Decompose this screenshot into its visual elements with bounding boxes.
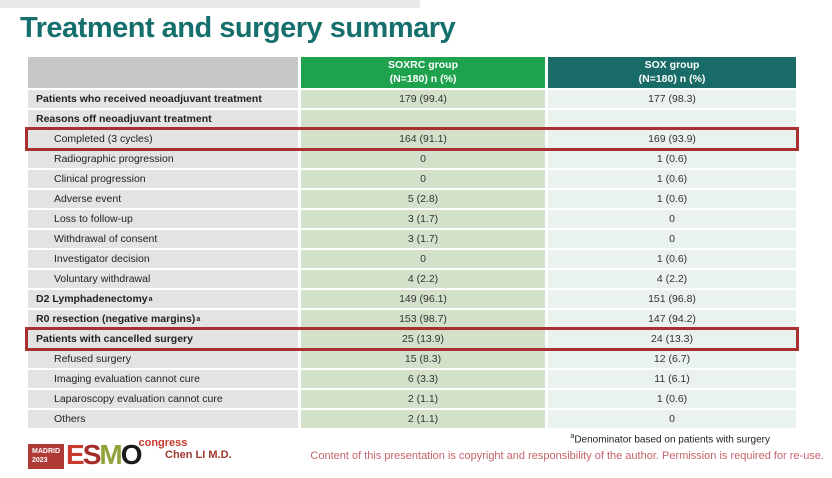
- cell-sox: 147 (94.2): [548, 310, 796, 328]
- cell-soxrc: 0: [301, 170, 545, 188]
- row-label: Patients with cancelled surgery: [28, 330, 298, 348]
- cell-soxrc: 2 (1.1): [301, 390, 545, 408]
- cell-sox: 12 (6.7): [548, 350, 796, 368]
- footnote-sup: a: [570, 433, 575, 440]
- cell-soxrc: 179 (99.4): [301, 90, 545, 108]
- header-blank-cell: [28, 57, 298, 88]
- table-row: Investigator decision 0 1 (0.6): [28, 250, 796, 268]
- header-sox-line1: SOX group: [644, 58, 700, 71]
- cell-sox: 4 (2.2): [548, 270, 796, 288]
- table-row: Imaging evaluation cannot cure 6 (3.3) 1…: [28, 370, 796, 388]
- row-label: R0 resection (negative margins) a: [28, 310, 298, 328]
- top-strip: [0, 0, 420, 8]
- cell-sox: 151 (96.8): [548, 290, 796, 308]
- table-row: Patients with cancelled surgery 25 (13.9…: [25, 327, 799, 351]
- table-row: Adverse event 5 (2.8) 1 (0.6): [28, 190, 796, 208]
- cell-sox: 1 (0.6): [548, 390, 796, 408]
- table-row: Others 2 (1.1) 0: [28, 410, 796, 428]
- row-label: Laparoscopy evaluation cannot cure: [28, 390, 298, 408]
- cell-soxrc: 15 (8.3): [301, 350, 545, 368]
- cell-soxrc: [301, 110, 545, 128]
- table-row: Loss to follow-up 3 (1.7) 0: [28, 210, 796, 228]
- table-row: Reasons off neoadjuvant treatment: [28, 110, 796, 128]
- cell-soxrc: 6 (3.3): [301, 370, 545, 388]
- header-soxrc-group: SOXRC group (N=180) n (%): [301, 57, 545, 88]
- esmo-wordmark: ESMO: [66, 439, 142, 470]
- cell-sox: [548, 110, 796, 128]
- cell-soxrc: 5 (2.8): [301, 190, 545, 208]
- row-label: Clinical progression: [28, 170, 298, 188]
- copyright-notice: Content of this presentation is copyrigh…: [310, 450, 824, 462]
- cell-soxrc: 0: [301, 150, 545, 168]
- cell-soxrc: 3 (1.7): [301, 210, 545, 228]
- row-label: Adverse event: [28, 190, 298, 208]
- cell-soxrc: 4 (2.2): [301, 270, 545, 288]
- header-soxrc-line2: (N=180) n (%): [389, 72, 457, 85]
- cell-sox: 1 (0.6): [548, 170, 796, 188]
- row-label: Investigator decision: [28, 250, 298, 268]
- cell-soxrc: 153 (98.7): [301, 310, 545, 328]
- cell-sox: 177 (98.3): [548, 90, 796, 108]
- table-row: Radiographic progression 0 1 (0.6): [28, 150, 796, 168]
- cell-soxrc: 0: [301, 250, 545, 268]
- cell-sox: 1 (0.6): [548, 250, 796, 268]
- cell-soxrc: 149 (96.1): [301, 290, 545, 308]
- summary-table: SOXRC group (N=180) n (%) SOX group (N=1…: [25, 57, 799, 428]
- footnote-text: Denominator based on patients with surge…: [574, 434, 770, 446]
- page-title: Treatment and surgery summary: [20, 12, 456, 44]
- cell-soxrc: 25 (13.9): [301, 330, 545, 348]
- table-row: Patients who received neoadjuvant treatm…: [28, 90, 796, 108]
- cell-sox: 1 (0.6): [548, 190, 796, 208]
- row-label: Loss to follow-up: [28, 210, 298, 228]
- row-label: Withdrawal of consent: [28, 230, 298, 248]
- row-label: Patients who received neoadjuvant treatm…: [28, 90, 298, 108]
- cell-sox: 11 (6.1): [548, 370, 796, 388]
- table-row: Clinical progression 0 1 (0.6): [28, 170, 796, 188]
- table-row: Voluntary withdrawal 4 (2.2) 4 (2.2): [28, 270, 796, 288]
- cell-soxrc: 3 (1.7): [301, 230, 545, 248]
- madrid-line1: MADRID: [32, 448, 60, 455]
- cell-soxrc: 164 (91.1): [301, 130, 545, 148]
- row-label: Refused surgery: [28, 350, 298, 368]
- header-sox-line2: (N=180) n (%): [638, 72, 706, 85]
- madrid-2023-badge: MADRID 2023: [28, 444, 64, 469]
- row-label: Voluntary withdrawal: [28, 270, 298, 288]
- table-row: Completed (3 cycles) 164 (91.1) 169 (93.…: [25, 127, 799, 151]
- row-label: Others: [28, 410, 298, 428]
- cell-sox: 169 (93.9): [548, 130, 796, 148]
- cell-sox: 0: [548, 210, 796, 228]
- cell-sox: 1 (0.6): [548, 150, 796, 168]
- table-row: Refused surgery 15 (8.3) 12 (6.7): [28, 350, 796, 368]
- cell-soxrc: 2 (1.1): [301, 410, 545, 428]
- cell-sox: 0: [548, 230, 796, 248]
- row-label: Radiographic progression: [28, 150, 298, 168]
- esmo-congress-logo: MADRID 2023 ESMO congress: [28, 437, 189, 469]
- table-row: R0 resection (negative margins) a 153 (98…: [28, 310, 796, 328]
- row-label: Completed (3 cycles): [28, 130, 298, 148]
- author-name: Chen LI M.D.: [165, 449, 232, 461]
- table-header-row: SOXRC group (N=180) n (%) SOX group (N=1…: [28, 57, 796, 88]
- row-label: Imaging evaluation cannot cure: [28, 370, 298, 388]
- row-label: Reasons off neoadjuvant treatment: [28, 110, 298, 128]
- header-soxrc-line1: SOXRC group: [388, 58, 458, 71]
- table-row: D2 Lymphadenectomy a 149 (96.1) 151 (96.8…: [28, 290, 796, 308]
- table-row: Withdrawal of consent 3 (1.7) 0: [28, 230, 796, 248]
- congress-label: congress: [138, 437, 188, 449]
- madrid-line2: 2023: [32, 457, 48, 465]
- table-row: Laparoscopy evaluation cannot cure 2 (1.…: [28, 390, 796, 408]
- row-label: D2 Lymphadenectomy a: [28, 290, 298, 308]
- footnote: aDenominator based on patients with surg…: [570, 433, 770, 445]
- cell-sox: 0: [548, 410, 796, 428]
- header-sox-group: SOX group (N=180) n (%): [548, 57, 796, 88]
- cell-sox: 24 (13.3): [548, 330, 796, 348]
